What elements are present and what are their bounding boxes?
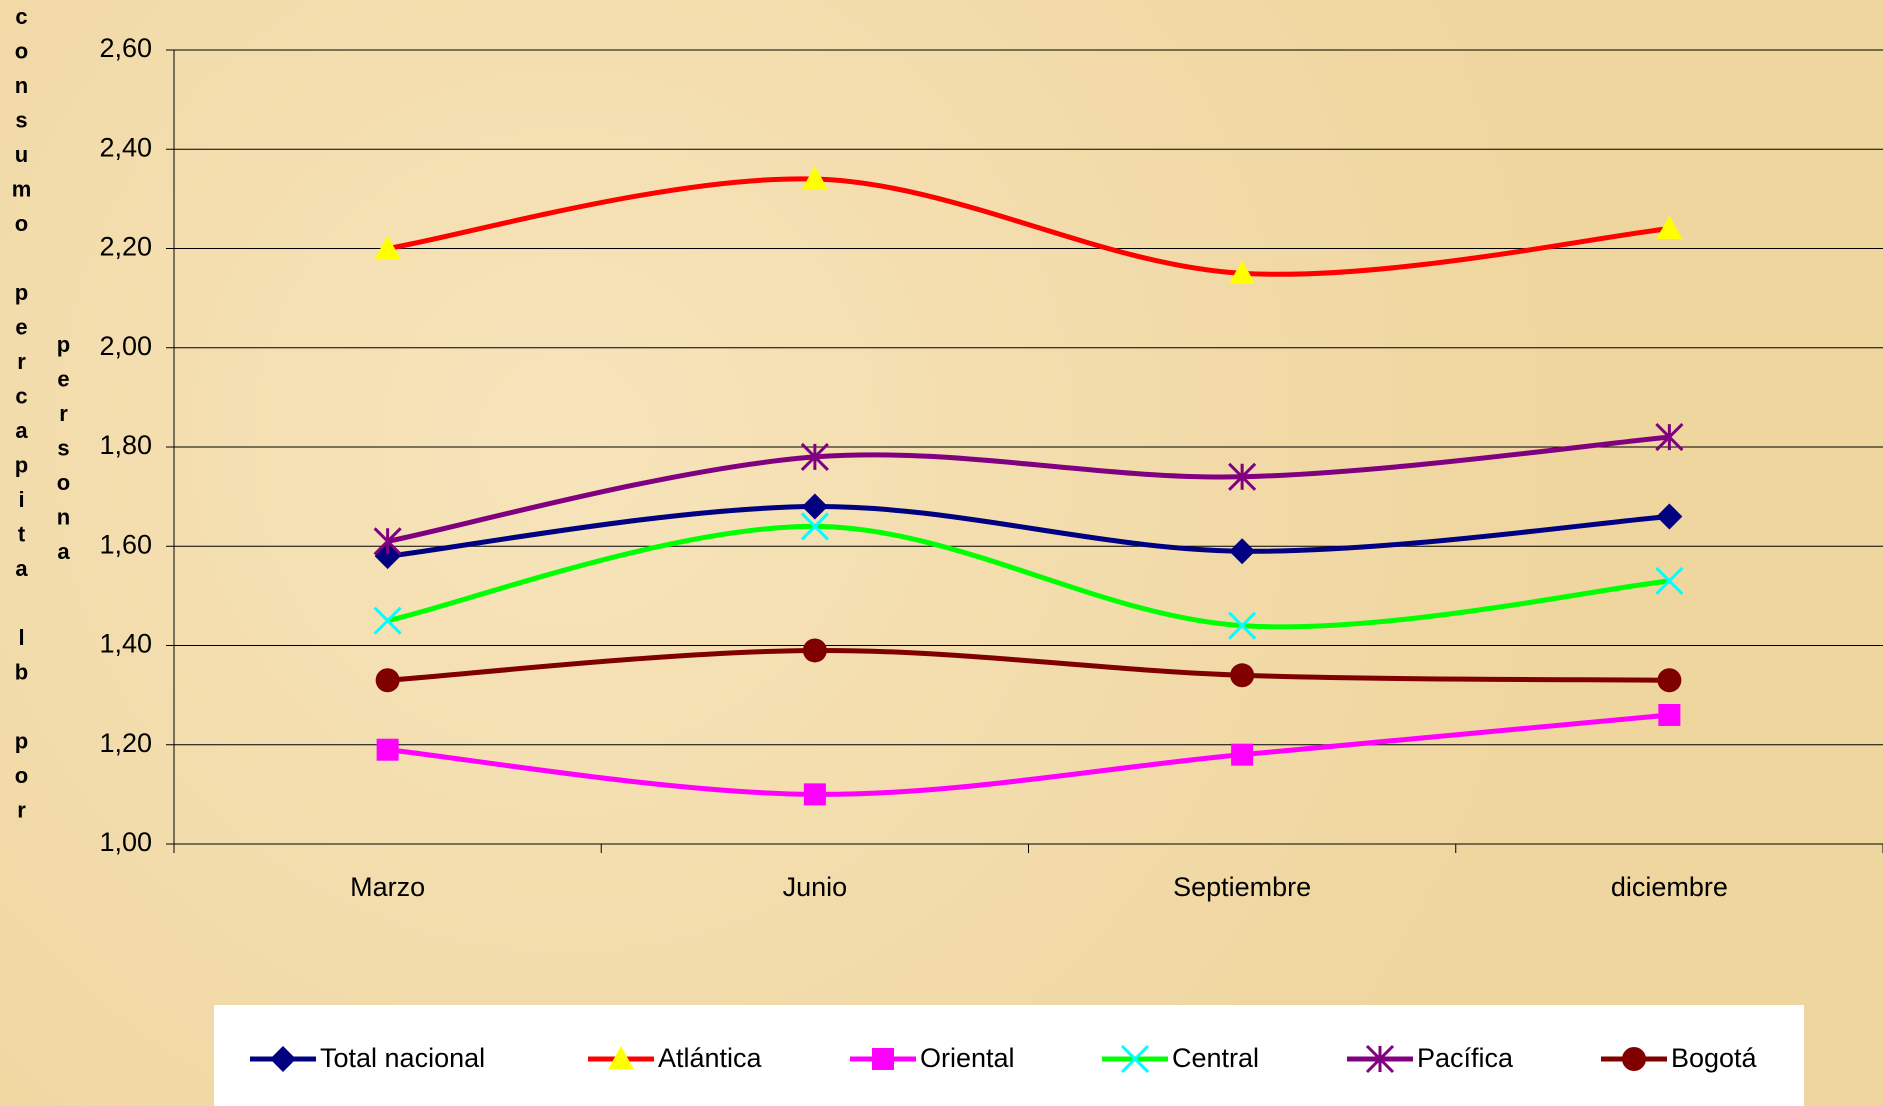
legend-box [214, 1005, 1804, 1106]
data-point [1228, 462, 1257, 491]
y-axis-label: persona [51, 332, 76, 574]
data-point [373, 606, 402, 635]
legend-label: Central [1172, 1043, 1259, 1073]
data-point [376, 738, 399, 761]
data-point [375, 668, 400, 693]
data-point [1656, 215, 1683, 240]
legend-marker [872, 1048, 894, 1070]
y-tick-label: 2,40 [99, 132, 152, 162]
data-point [801, 493, 828, 520]
legend-marker [1622, 1047, 1646, 1071]
data-point [1658, 703, 1681, 726]
legend-label: Bogotá [1671, 1043, 1758, 1073]
data-point [373, 527, 402, 556]
data-point [801, 166, 828, 190]
legend-label: Pacífica [1417, 1043, 1514, 1073]
data-point [802, 638, 827, 663]
x-tick-label: Marzo [350, 872, 425, 902]
x-tick-label: Junio [783, 872, 848, 902]
legend-label: Oriental [920, 1043, 1015, 1073]
data-point [800, 442, 829, 471]
data-point [803, 783, 826, 806]
y-tick-label: 1,80 [99, 430, 152, 460]
data-point [1230, 663, 1255, 688]
data-point [1228, 611, 1257, 640]
y-tick-label: 1,00 [99, 827, 152, 857]
data-point [1229, 260, 1256, 284]
data-point [1657, 668, 1682, 693]
legend-marker [608, 1046, 634, 1070]
series-line [387, 434, 1670, 544]
legend-marker [1365, 1044, 1395, 1074]
data-point [1656, 503, 1683, 530]
legend-marker [1120, 1044, 1150, 1074]
y-tick-label: 1,20 [99, 728, 152, 758]
y-tick-label: 2,60 [99, 33, 152, 63]
series-line [387, 176, 1670, 277]
series-line [387, 504, 1670, 559]
data-point [1655, 423, 1684, 452]
data-point [374, 235, 401, 259]
y-axis-label: consumo percapita lb por [9, 4, 34, 832]
data-point [800, 512, 829, 541]
y-tick-label: 1,60 [99, 529, 152, 559]
y-tick-label: 2,20 [99, 232, 152, 262]
series-line [387, 523, 1670, 630]
y-tick-label: 2,00 [99, 331, 152, 361]
data-point [1229, 538, 1256, 565]
legend-marker [270, 1046, 296, 1072]
data-point [1231, 743, 1254, 766]
y-tick-label: 1,40 [99, 629, 152, 659]
legend-label: Atlántica [658, 1043, 763, 1073]
legend-label: Total nacional [320, 1043, 485, 1073]
series-line [387, 647, 1670, 683]
series-line [387, 712, 1670, 797]
data-point [1655, 566, 1684, 596]
x-tick-label: diciembre [1611, 872, 1728, 902]
x-tick-label: Septiembre [1173, 872, 1311, 902]
